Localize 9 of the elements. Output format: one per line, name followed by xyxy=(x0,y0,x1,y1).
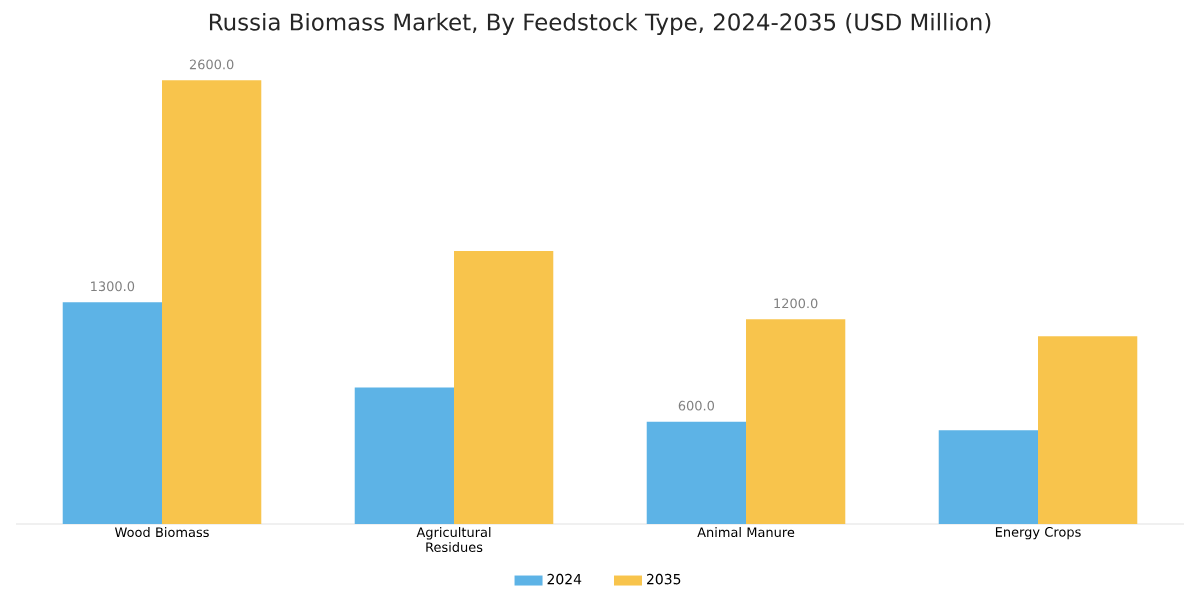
bar xyxy=(646,421,747,524)
chart-title: Russia Biomass Market, By Feedstock Type, 2024-2035 (USD Million) xyxy=(209,12,991,36)
bar xyxy=(354,387,455,524)
bar xyxy=(938,430,1039,524)
bar xyxy=(746,319,846,524)
bar xyxy=(454,250,554,524)
bar xyxy=(162,80,262,524)
bar xyxy=(1038,336,1138,524)
bar xyxy=(62,302,162,524)
